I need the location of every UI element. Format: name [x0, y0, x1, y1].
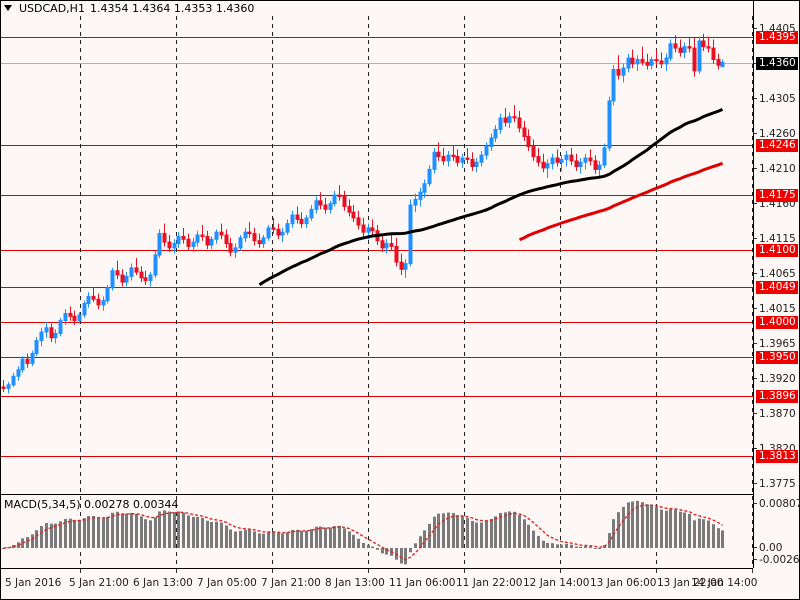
- time-tick-mark: [368, 569, 369, 573]
- tick-mark: [754, 28, 757, 29]
- tick-mark: [754, 63, 757, 64]
- symbol-period-label[interactable]: USDCAD,H1: [19, 1, 85, 15]
- price-tick-label: 1.3870: [759, 408, 796, 420]
- scale-divider: [753, 1, 754, 568]
- time-axis-label: 7 Jan 21:00: [261, 577, 321, 589]
- time-tick-mark: [560, 569, 561, 573]
- price-tick: 1.4015: [754, 303, 799, 315]
- price-tick: 1.4260: [754, 128, 799, 140]
- price-tick-label: 1.4305: [759, 93, 796, 105]
- price-level-label[interactable]: 1.4175: [756, 189, 798, 202]
- price-tick-label: 1.4210: [759, 163, 796, 175]
- macd-tick-label: 0.00807: [759, 498, 800, 510]
- price-tick: 1.4305: [754, 93, 799, 105]
- time-tick-mark: [176, 569, 177, 573]
- price-level-label[interactable]: 1.3950: [756, 351, 798, 364]
- price-tick-label: 1.3775: [759, 478, 796, 490]
- ohlc-values: 1.4354 1.4364 1.4353 1.4360: [89, 1, 255, 15]
- price-tick: 1.4115: [754, 233, 799, 245]
- price-tick-label: 1.4015: [759, 303, 796, 315]
- macd-tick-label: 0.00: [759, 542, 783, 554]
- pane-divider-macd-time: [1, 568, 753, 569]
- time-axis-label: 6 Jan 13:00: [133, 577, 193, 589]
- price-tick: 1.4065: [754, 268, 799, 280]
- price-tick: 1.3920: [754, 373, 799, 385]
- price-level-label[interactable]: 1.4000: [756, 316, 798, 329]
- tick-mark: [754, 203, 757, 204]
- chart-header: USDCAD,H1 1.4354 1.4364 1.4353 1.4360: [4, 1, 254, 15]
- tick-mark: [754, 559, 757, 560]
- time-axis-label: 5 Jan 2016: [5, 577, 62, 589]
- price-level-label[interactable]: 1.4100: [756, 244, 798, 257]
- price-tick: 1.3870: [754, 408, 799, 420]
- macd-pane[interactable]: [1, 496, 753, 568]
- tick-mark: [754, 273, 757, 274]
- price-tick: 1.3965: [754, 338, 799, 350]
- time-axis-label: 13 Jan 22:00: [657, 577, 724, 589]
- time-tick-mark: [752, 569, 753, 573]
- tick-mark: [754, 503, 757, 504]
- tick-mark: [754, 378, 757, 379]
- tick-mark: [754, 547, 757, 548]
- tick-mark: [754, 413, 757, 414]
- time-tick-mark: [272, 569, 273, 573]
- tick-mark: [754, 483, 757, 484]
- tick-mark: [754, 98, 757, 99]
- price-chart-svg: [1, 16, 753, 494]
- macd-tick: -0.00261: [754, 554, 800, 566]
- price-level-label[interactable]: 1.3896: [756, 390, 798, 403]
- time-axis-label: 12 Jan 14:00: [523, 577, 590, 589]
- tick-mark: [754, 133, 757, 134]
- macd-tick-label: -0.00261: [759, 554, 800, 566]
- macd-chart-svg: [2, 496, 753, 568]
- time-tick-mark: [464, 569, 465, 573]
- price-scale[interactable]: 1.44051.43601.43051.42601.42101.41601.41…: [754, 1, 800, 568]
- price-tick: 1.3775: [754, 478, 799, 490]
- time-axis-label: 7 Jan 05:00: [197, 577, 257, 589]
- price-level-label[interactable]: 1.4395: [756, 31, 798, 44]
- price-tick-label: 1.3920: [759, 373, 796, 385]
- time-axis-label: 13 Jan 06:00: [590, 577, 657, 589]
- macd-tick: 0.00: [754, 542, 799, 554]
- time-axis-label: 11 Jan 06:00: [389, 577, 456, 589]
- price-level-label[interactable]: 1.4049: [756, 281, 798, 294]
- price-level-label[interactable]: 1.4246: [756, 139, 798, 152]
- tick-mark: [754, 308, 757, 309]
- price-tick-label: 1.4115: [759, 233, 796, 245]
- triangle-down-icon[interactable]: [4, 5, 12, 11]
- price-tick: 1.4210: [754, 163, 799, 175]
- time-axis-label: 11 Jan 22:00: [456, 577, 523, 589]
- price-pane[interactable]: [1, 16, 753, 494]
- time-axis-label: 8 Jan 13:00: [325, 577, 385, 589]
- price-level-label[interactable]: 1.3813: [756, 450, 798, 463]
- tick-mark: [754, 448, 757, 449]
- tick-mark: [754, 168, 757, 169]
- price-tick-label: 1.4065: [759, 268, 796, 280]
- tick-mark: [754, 238, 757, 239]
- price-tick-label: 1.4260: [759, 128, 796, 140]
- macd-tick: 0.00807: [754, 498, 800, 510]
- time-tick-mark: [80, 569, 81, 573]
- time-scale[interactable]: 5 Jan 2016 5 Jan 21:00 6 Jan 13:00 7 Jan 05…: [1, 569, 757, 599]
- time-axis-label: 5 Jan 21:00: [69, 577, 129, 589]
- pane-divider-price-macd: [1, 494, 753, 495]
- macd-indicator-label[interactable]: MACD(5,34,5) 0.00278 0.00344: [4, 498, 179, 511]
- tick-mark: [754, 343, 757, 344]
- time-axis-label: 14 Jan 14:00: [691, 577, 758, 589]
- price-tick-label: 1.3965: [759, 338, 796, 350]
- bid-price-label[interactable]: 1.4360: [756, 57, 798, 70]
- time-tick-mark: [656, 569, 657, 573]
